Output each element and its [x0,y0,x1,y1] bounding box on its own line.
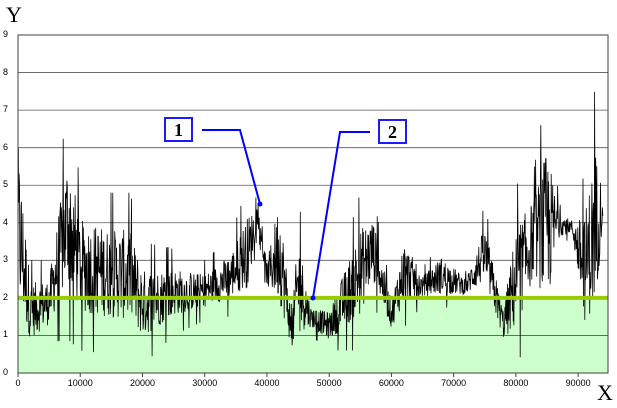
x-tick-label: 20000 [129,378,155,388]
x-tick-marks [17,373,579,377]
x-tick-label: 90000 [565,378,591,388]
y-tick-label: 7 [3,104,9,115]
plot-area-border [17,34,609,374]
callout-2-marker [310,295,316,301]
y-tick-label: 6 [3,141,9,152]
callout-box-2: 2 [378,119,407,144]
y-tick-label: 2 [3,291,9,302]
signal-line [17,91,604,358]
x-tick-label: 30000 [192,378,218,388]
y-tick-label: 1 [3,329,9,340]
callout-2-leader [312,131,370,299]
y-tick-label: 3 [3,254,9,265]
y-tick-label: 4 [3,216,9,227]
y-tick-label: 0 [3,367,9,377]
x-tick-label: 60000 [378,378,404,388]
y-tick-label: 5 [3,179,9,190]
y-axis-title: Y [6,2,22,27]
y-tick-label: 8 [3,66,9,77]
x-tick-label: 0 [15,378,21,388]
x-tick-label: 70000 [441,378,467,388]
callout-1-leader [202,129,261,205]
callout-box-1: 1 [164,117,193,142]
y-tick-label: 9 [3,29,9,39]
x-tick-label: 80000 [503,378,529,388]
x-tick-label: 10000 [67,378,93,388]
x-tick-label: 50000 [316,378,342,388]
x-tick-label: 40000 [254,378,280,388]
x-axis-title: X [597,380,613,405]
callout-1-marker [257,201,263,207]
